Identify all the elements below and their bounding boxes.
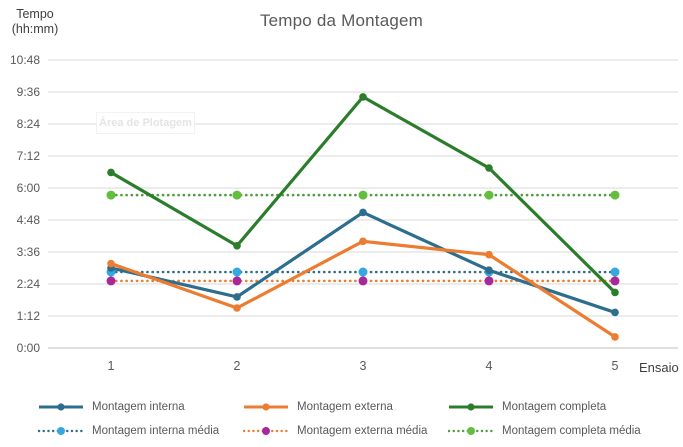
legend-label: Montagem completa média: [502, 425, 641, 437]
x-tick-label-5[interactable]: 5: [612, 359, 619, 373]
legend-swatch-montagem-interna-media-icon: [38, 427, 84, 435]
y-tick-label-8:24[interactable]: 8:24: [17, 117, 41, 131]
series-montagem-completa-media-marker-4[interactable]: [484, 190, 494, 200]
series-montagem-externa-media-marker-2[interactable]: [232, 276, 242, 286]
y-tick-label-2:24[interactable]: 2:24: [17, 277, 41, 291]
y-tick-label-4:48[interactable]: 4:48: [17, 213, 41, 227]
legend-swatch-montagem-completa-icon: [449, 403, 493, 411]
series-montagem-interna-line[interactable]: [110, 210, 616, 314]
x-tick-label-2[interactable]: 2: [234, 359, 241, 373]
chart-title[interactable]: Tempo da Montagem: [259, 11, 424, 30]
series-montagem-externa-marker-5[interactable]: [611, 333, 619, 341]
legend-label: Montagem completa: [502, 401, 607, 413]
series-montagem-externa-marker-1[interactable]: [107, 259, 115, 268]
y-tick-label-7:12[interactable]: 7:12: [17, 149, 41, 163]
series-montagem-completa-media-marker-5[interactable]: [610, 190, 620, 200]
y-tick-label-3:36[interactable]: 3:36: [17, 245, 41, 259]
x-tick-label-1[interactable]: 1: [108, 359, 115, 373]
series-montagem-interna-marker-2[interactable]: [233, 293, 241, 301]
series-montagem-interna-marker-3[interactable]: [359, 208, 367, 217]
series-montagem-externa-media-marker-5[interactable]: [610, 276, 620, 286]
series-montagem-externa-marker-2[interactable]: [233, 304, 241, 312]
series-montagem-completa-marker-5[interactable]: [611, 288, 619, 297]
series-montagem-interna-marker-4[interactable]: [485, 266, 493, 275]
series-montagem-interna-media-marker-5[interactable]: [610, 267, 620, 277]
series-montagem-externa-marker-3[interactable]: [359, 237, 367, 246]
series-montagem-interna-media-marker-2[interactable]: [232, 267, 242, 277]
legend-label: Montagem externa: [297, 401, 393, 413]
y-axis-title[interactable]: Tempo (hh:mm): [4, 7, 66, 37]
y-tick-label-9:36[interactable]: 9:36: [17, 85, 41, 99]
y-tick-label-10:48[interactable]: 10:48: [10, 53, 40, 67]
series-montagem-completa-media-marker-1[interactable]: [106, 190, 116, 200]
series-montagem-completa-marker-2[interactable]: [233, 241, 241, 250]
y-tick-label-1:12[interactable]: 1:12: [17, 309, 41, 323]
series-montagem-completa-marker-3[interactable]: [359, 93, 367, 101]
series-montagem-interna-media-marker-3[interactable]: [358, 267, 368, 277]
series-montagem-interna-marker-5[interactable]: [611, 308, 619, 317]
x-tick-label-3[interactable]: 3: [360, 359, 367, 373]
legend-label: Montagem externa média: [297, 425, 428, 437]
series-montagem-externa-line[interactable]: [110, 239, 616, 339]
series-montagem-completa-media-marker-3[interactable]: [358, 190, 368, 200]
legend-label: Montagem interna média: [92, 425, 220, 437]
legend-swatch-montagem-interna-icon: [39, 403, 83, 411]
legend-swatch-montagem-externa-media-icon: [243, 427, 289, 435]
series-montagem-externa-media-marker-4[interactable]: [484, 276, 494, 286]
series-montagem-externa-media-marker-1[interactable]: [106, 276, 116, 286]
series-montagem-completa-marker-1[interactable]: [107, 168, 115, 177]
legend-label: Montagem interna: [92, 401, 185, 413]
legend-swatch-montagem-externa-icon: [244, 403, 288, 411]
series-montagem-externa-media-marker-3[interactable]: [358, 276, 368, 286]
y-axis-title-line2: (hh:mm): [11, 22, 59, 36]
plot-area-tooltip: Área de Plotagem: [96, 112, 195, 134]
series-montagem-externa-marker-4[interactable]: [485, 250, 493, 259]
y-tick-label-0:00[interactable]: 0:00: [17, 341, 41, 355]
legend-item-montagem-interna-media[interactable]: Montagem interna média: [38, 423, 219, 439]
series-montagem-completa-marker-4[interactable]: [485, 164, 493, 172]
legend-item-montagem-interna[interactable]: Montagem interna: [38, 399, 185, 415]
legend-item-montagem-externa-media[interactable]: Montagem externa média: [243, 423, 427, 439]
legend-item-montagem-externa[interactable]: Montagem externa: [243, 399, 393, 415]
legend-item-montagem-completa[interactable]: Montagem completa: [448, 399, 606, 415]
y-tick-label-6:00[interactable]: 6:00: [17, 181, 41, 195]
series-montagem-completa-media-marker-2[interactable]: [232, 190, 242, 200]
legend-swatch-montagem-completa-media-icon: [448, 427, 494, 435]
x-tick-label-4[interactable]: 4: [486, 359, 493, 373]
legend-item-montagem-completa-media[interactable]: Montagem completa média: [448, 423, 641, 439]
x-axis-title[interactable]: Ensaio: [639, 360, 679, 375]
y-axis-title-line1: Tempo: [16, 7, 54, 21]
